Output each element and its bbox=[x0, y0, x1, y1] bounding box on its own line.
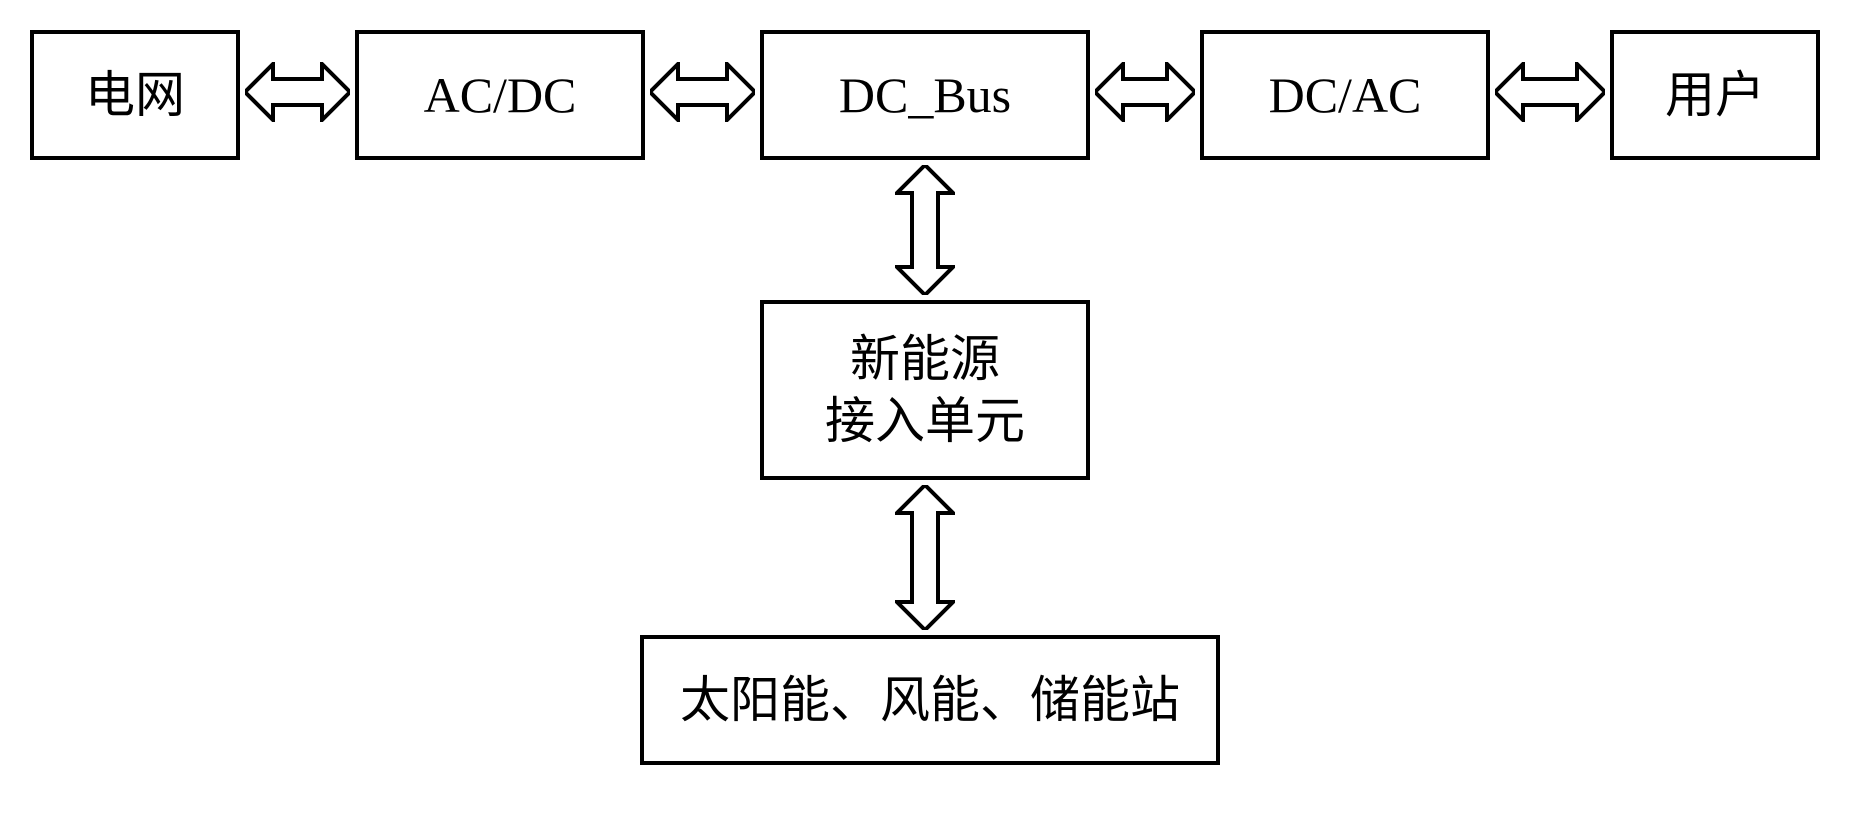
node-acdc: AC/DC bbox=[355, 30, 645, 160]
node-grid-label: 电网 bbox=[85, 64, 185, 127]
node-dcac-label: DC/AC bbox=[1269, 64, 1422, 127]
arrow-dcbus-newenergy bbox=[895, 165, 955, 295]
arrow-dcbus-dcac bbox=[1095, 62, 1195, 122]
node-new-energy-unit: 新能源 接入单元 bbox=[760, 300, 1090, 480]
node-new-energy-unit-label: 新能源 接入单元 bbox=[825, 328, 1025, 453]
node-user-label: 用户 bbox=[1665, 64, 1765, 127]
arrow-acdc-dcbus bbox=[650, 62, 755, 122]
node-user: 用户 bbox=[1610, 30, 1820, 160]
node-sources-label: 太阳能、风能、储能站 bbox=[680, 669, 1180, 732]
arrow-grid-acdc bbox=[245, 62, 350, 122]
node-dcac: DC/AC bbox=[1200, 30, 1490, 160]
arrow-dcac-user bbox=[1495, 62, 1605, 122]
node-sources: 太阳能、风能、储能站 bbox=[640, 635, 1220, 765]
arrow-newenergy-sources bbox=[895, 485, 955, 630]
node-dcbus-label: DC_Bus bbox=[839, 64, 1011, 127]
node-grid: 电网 bbox=[30, 30, 240, 160]
node-dcbus: DC_Bus bbox=[760, 30, 1090, 160]
node-acdc-label: AC/DC bbox=[424, 64, 577, 127]
energy-flow-diagram: 电网 AC/DC DC_Bus DC/AC 用户 新能源 接入单元 太阳能、风能… bbox=[0, 0, 1858, 813]
